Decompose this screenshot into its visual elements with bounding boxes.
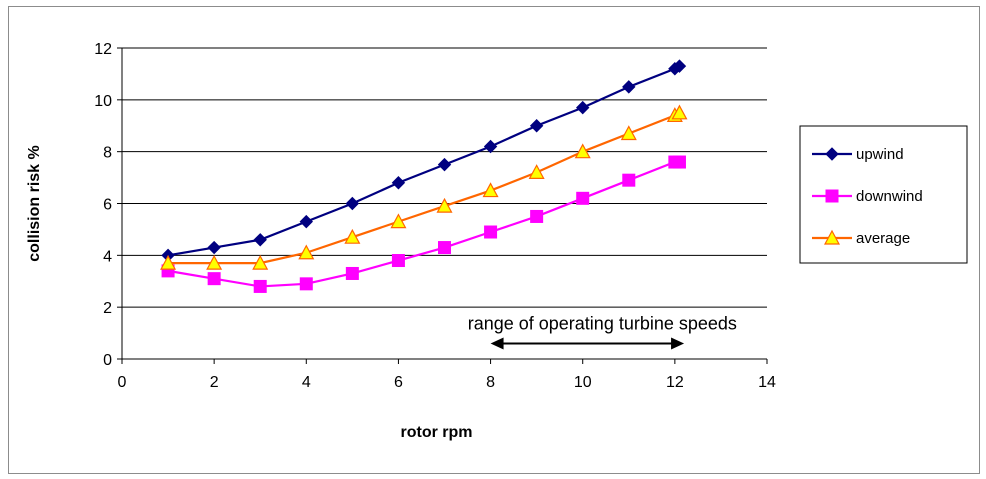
data-point-average: [160, 254, 177, 270]
data-point-average: [252, 254, 269, 270]
legend-label-upwind: upwind: [856, 146, 904, 163]
annotation-arrow-head-right: [671, 337, 685, 350]
data-point-upwind: [253, 233, 267, 247]
data-point-upwind: [483, 139, 498, 154]
data-point-downwind: [484, 225, 498, 239]
chart-svg: 0 2 4 6 8 10 12 0 2 4 6 8 10 12 14 range of operating …: [26, 41, 968, 441]
data-point-downwind: [299, 277, 313, 291]
series-upwind: [161, 59, 687, 263]
x-tick-label: 2: [210, 374, 219, 391]
y-tick-label: 2: [103, 300, 112, 317]
data-point-upwind: [529, 119, 544, 133]
data-point-average: [206, 254, 223, 270]
data-point-downwind: [622, 173, 636, 187]
y-tick-label: 12: [94, 41, 112, 58]
series-downwind: [161, 155, 686, 293]
y-tick-label: 8: [103, 145, 112, 162]
data-point-average: [574, 143, 591, 159]
y-tick-label: 4: [103, 248, 112, 265]
data-point-downwind: [438, 241, 451, 255]
data-point-average: [344, 228, 361, 244]
data-point-downwind: [345, 266, 359, 280]
chart-frame: 0 2 4 6 8 10 12 0 2 4 6 8 10 12 14 range of operating …: [8, 6, 980, 474]
data-point-downwind: [530, 209, 544, 223]
series-layer: [160, 59, 688, 293]
data-point-downwind: [207, 272, 221, 286]
legend-swatch-marker: [825, 189, 839, 203]
x-tick-label: 14: [758, 374, 776, 391]
legend-label-average: average: [856, 230, 910, 247]
data-point-average: [671, 104, 688, 120]
annotation-text: range of operating turbine speeds: [468, 313, 737, 333]
data-point-upwind: [345, 196, 360, 211]
data-point-average: [482, 182, 499, 198]
data-point-average: [528, 164, 545, 179]
series-average: [160, 104, 688, 270]
data-point-upwind: [391, 176, 406, 190]
x-tick-label: 0: [118, 374, 127, 391]
data-point-upwind: [672, 59, 687, 73]
data-point-average: [390, 213, 407, 229]
data-point-upwind: [622, 80, 636, 94]
data-point-upwind: [207, 240, 221, 255]
data-point-downwind: [576, 191, 590, 205]
y-tick-label: 0: [103, 352, 112, 369]
legend-label-downwind: downwind: [856, 188, 923, 205]
data-point-average: [620, 125, 637, 141]
series-line-average: [168, 111, 681, 265]
y-axis-title: collision risk %: [26, 145, 43, 261]
x-tick-label: 6: [394, 374, 403, 391]
x-tick-label: 4: [302, 374, 311, 391]
series-line-upwind: [167, 65, 681, 257]
data-point-downwind: [672, 155, 686, 169]
legend-swatch-marker: [825, 147, 839, 161]
annotation-arrow-head-left: [490, 337, 504, 350]
legend: upwind downwind average: [799, 125, 968, 264]
y-tick-label: 10: [94, 93, 112, 110]
data-point-upwind: [576, 100, 590, 115]
x-tick-label: 12: [666, 374, 684, 391]
x-tick-label: 10: [574, 374, 592, 391]
y-tick-label: 6: [103, 197, 112, 214]
annotation-layer: range of operating turbine speeds: [468, 313, 737, 350]
axis-layer: 0 2 4 6 8 10 12 0 2 4 6 8 10 12 14: [94, 41, 776, 391]
legend-swatch-marker: [823, 229, 841, 245]
x-axis-title: rotor rpm: [401, 424, 473, 441]
data-point-downwind: [253, 279, 267, 293]
data-point-upwind: [299, 214, 313, 229]
x-tick-label: 8: [486, 374, 495, 391]
series-line-downwind: [167, 160, 680, 288]
data-point-upwind: [437, 157, 452, 172]
data-point-average: [436, 197, 453, 213]
data-point-average: [298, 244, 315, 260]
data-point-downwind: [391, 254, 405, 268]
